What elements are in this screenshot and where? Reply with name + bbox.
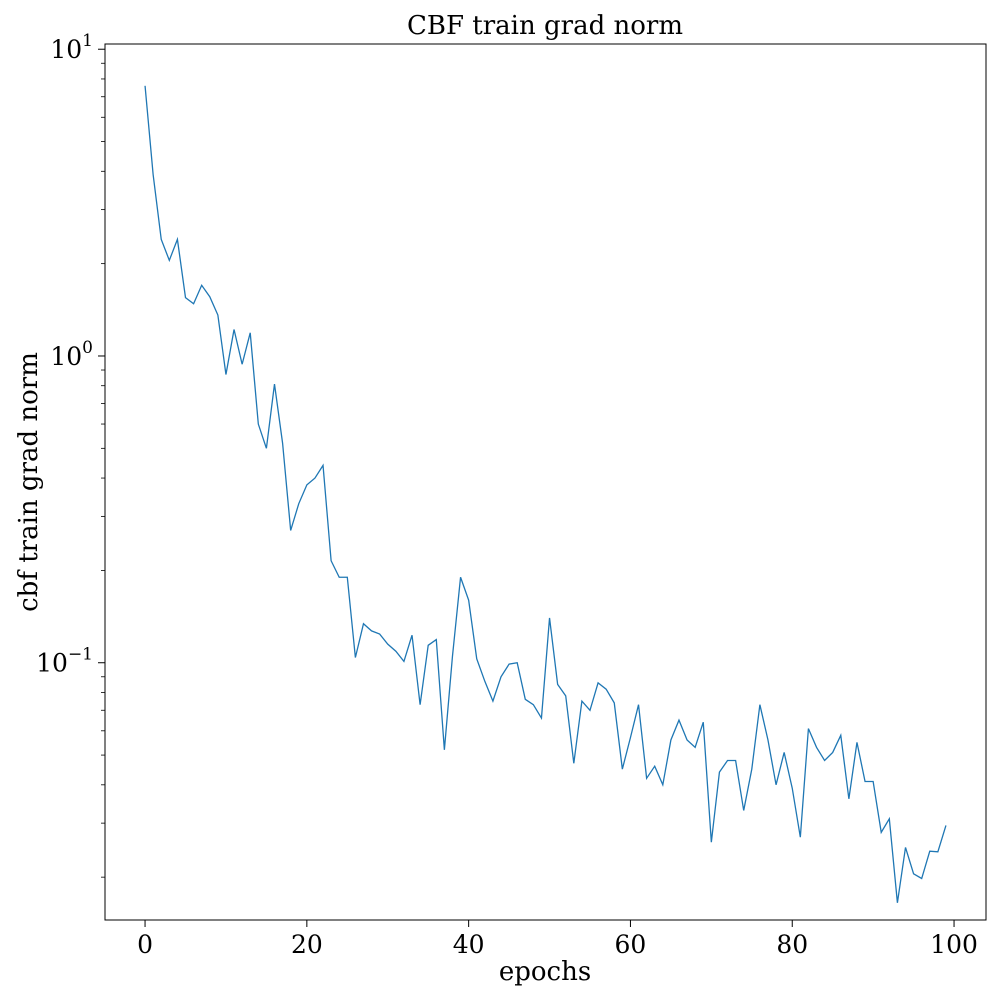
series-line bbox=[144, 85, 947, 903]
y-tick-label: 10−1 bbox=[36, 645, 93, 678]
x-tick-label: 60 bbox=[615, 930, 647, 959]
y-axis-minor-ticks bbox=[101, 62, 105, 878]
y-axis-label: cbf train grad norm bbox=[14, 352, 44, 612]
x-tick-label: 40 bbox=[453, 930, 485, 959]
x-tick-label: 80 bbox=[776, 930, 808, 959]
x-tick-label: 0 bbox=[137, 930, 153, 959]
y-tick-label: 101 bbox=[50, 31, 93, 64]
x-axis-ticks: 0 20 40 60 80 100 bbox=[137, 920, 978, 959]
chart-title: CBF train grad norm bbox=[407, 11, 683, 41]
x-tick-label: 100 bbox=[930, 930, 978, 959]
y-axis-ticks: 10−1 100 101 bbox=[36, 31, 105, 678]
x-axis-label: epochs bbox=[499, 957, 591, 987]
y-tick-label: 100 bbox=[50, 338, 93, 371]
axes-frame bbox=[104, 43, 987, 921]
x-tick-label: 20 bbox=[291, 930, 323, 959]
